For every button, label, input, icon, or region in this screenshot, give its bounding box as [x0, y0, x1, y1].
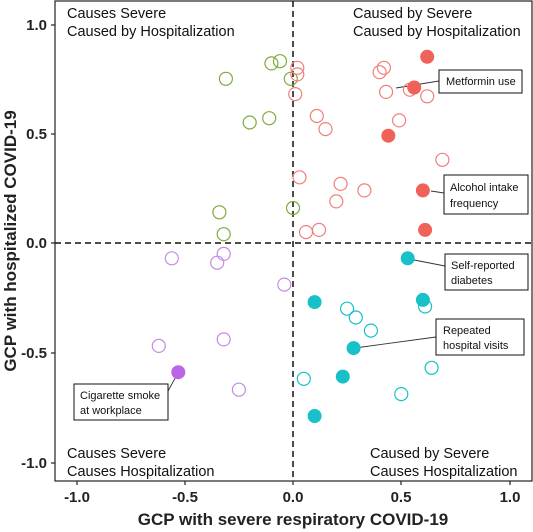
- quadrant-label-bottom-left-line1: Causes Severe: [67, 446, 166, 462]
- open-cyan-point: [363, 323, 378, 338]
- x-tick-label: 0.5: [391, 489, 412, 506]
- open-salmon-point: [290, 60, 305, 75]
- open-cyan-point: [424, 360, 439, 375]
- open-salmon-point: [372, 65, 387, 80]
- y-tick-label: 0.0: [26, 235, 47, 252]
- annotation-repeated-hospital-visits: Repeated hospital visits: [435, 318, 525, 356]
- filled-cyan-point: [400, 251, 415, 266]
- y-tick-label: -1.0: [21, 455, 47, 472]
- quadrant-label-top-right-line1: Caused by Severe: [353, 6, 472, 22]
- filled-red-point: [407, 80, 422, 95]
- annotation-cigarette-smoke-at-workplace: Cigarette smoke at workplace: [73, 383, 169, 421]
- y-tick-label: 1.0: [26, 17, 47, 34]
- x-axis-title: GCP with severe respiratory COVID-19: [138, 510, 449, 529]
- open-salmon-point: [309, 108, 324, 124]
- open-violet-point: [216, 332, 231, 347]
- annotation-line: frequency: [450, 198, 499, 210]
- open-salmon-point: [288, 86, 303, 102]
- open-green-point: [242, 115, 257, 130]
- open-green-point: [218, 71, 233, 86]
- quadrant-label-bottom-right-line1: Caused by Severe: [370, 446, 489, 462]
- open-cyan-point: [348, 310, 363, 325]
- open-violet-point: [216, 246, 231, 261]
- open-salmon-point: [318, 122, 333, 137]
- open-salmon-point: [376, 60, 391, 75]
- open-green-point: [216, 227, 231, 242]
- quadrant-label-bottom-right-line2: Causes Hospitalization: [370, 464, 518, 480]
- annotation-line: at workplace: [80, 405, 142, 417]
- open-salmon-point: [379, 84, 394, 100]
- annotation-line: hospital visits: [443, 340, 509, 352]
- annotation-metformin-use: Metformin use: [438, 69, 523, 94]
- open-green-point: [212, 205, 227, 220]
- x-tick-label: 0.0: [283, 489, 304, 506]
- open-violet-point: [151, 338, 166, 353]
- open-salmon-point: [290, 67, 305, 82]
- x-tick-label: -1.0: [64, 489, 90, 506]
- annotation-line: Cigarette smoke: [80, 390, 160, 402]
- annotation-line: Repeated: [443, 325, 491, 337]
- open-cyan-point: [418, 299, 433, 314]
- filled-cyan-point: [346, 341, 361, 356]
- open-violet-point: [231, 382, 246, 397]
- open-salmon-point: [298, 225, 314, 240]
- filled-purple-point: [171, 365, 186, 380]
- open-violet-point: [277, 277, 292, 292]
- annotation-self-reported-diabetes: Self-reported diabetes: [444, 253, 529, 291]
- annotation-line: Self-reported: [451, 260, 515, 272]
- open-green-point: [264, 56, 279, 71]
- annotation-line: Alcohol intake: [450, 182, 519, 194]
- filled-cyan-point: [335, 369, 350, 384]
- annotation-line: diabetes: [451, 275, 493, 287]
- y-tick-label: -0.5: [21, 345, 47, 362]
- tick-marks: [51, 24, 511, 485]
- quadrant-label-top-right-line2: Caused by Hospitalization: [353, 24, 521, 40]
- filled-red-point: [415, 183, 430, 198]
- open-salmon-point: [311, 222, 327, 237]
- y-tick-label: 0.5: [26, 126, 47, 143]
- open-cyan-point: [296, 371, 311, 386]
- annotation-leader-lines: [167, 80, 446, 392]
- open-salmon-point: [435, 152, 450, 167]
- open-violet-point: [210, 255, 225, 270]
- open-green-point: [272, 54, 288, 69]
- annotation-line: Metformin use: [446, 76, 516, 88]
- open-salmon-point: [329, 194, 344, 209]
- x-tick-label: 1.0: [500, 489, 521, 506]
- filled-cyan-point: [307, 409, 322, 423]
- open-green-point: [285, 200, 301, 216]
- filled-cyan-point: [307, 295, 322, 310]
- open-salmon-point: [357, 183, 372, 198]
- open-violet-point: [164, 251, 179, 266]
- data-points: [151, 49, 450, 423]
- quadrant-label-top-left-line2: Caused by Hospitalization: [67, 24, 235, 40]
- x-tick-label: -0.5: [172, 489, 198, 506]
- open-salmon-point: [333, 176, 348, 191]
- open-salmon-point: [420, 89, 435, 104]
- open-salmon-point: [292, 170, 307, 185]
- quadrant-label-bottom-left-line2: Causes Hospitalization: [67, 464, 215, 480]
- open-green-point: [262, 111, 277, 126]
- y-axis-title: GCP with hospitalized COVID-19: [1, 110, 20, 371]
- open-cyan-point: [340, 301, 355, 316]
- filled-red-point: [418, 222, 433, 237]
- open-cyan-point: [394, 387, 409, 402]
- filled-red-point: [420, 49, 435, 64]
- open-salmon-point: [392, 113, 407, 128]
- quadrant-label-top-left-line1: Causes Severe: [67, 6, 166, 22]
- filled-red-point: [381, 128, 396, 143]
- annotation-alcohol-intake-frequency: Alcohol intake frequency: [443, 174, 529, 215]
